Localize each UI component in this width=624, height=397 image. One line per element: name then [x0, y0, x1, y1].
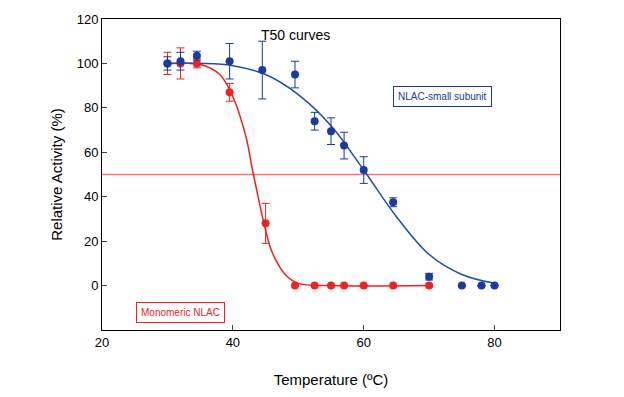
svg-text:0: 0 [91, 278, 98, 293]
svg-text:NLAC-small subunit: NLAC-small subunit [398, 91, 487, 102]
svg-text:60: 60 [84, 145, 98, 160]
svg-text:20: 20 [95, 335, 109, 350]
svg-text:80: 80 [487, 335, 501, 350]
svg-text:120: 120 [77, 12, 99, 27]
svg-text:100: 100 [77, 56, 99, 71]
svg-text:80: 80 [84, 100, 98, 115]
svg-text:40: 40 [226, 335, 240, 350]
svg-text:Monomeric NLAC: Monomeric NLAC [141, 307, 220, 318]
svg-text:Temperature (ºC): Temperature (ºC) [274, 371, 389, 388]
svg-text:40: 40 [84, 189, 98, 204]
svg-text:60: 60 [356, 335, 370, 350]
svg-text:Relative Activity (%): Relative Activity (%) [48, 108, 65, 241]
svg-text:20: 20 [84, 234, 98, 249]
svg-text:T50 curves: T50 curves [261, 27, 330, 43]
